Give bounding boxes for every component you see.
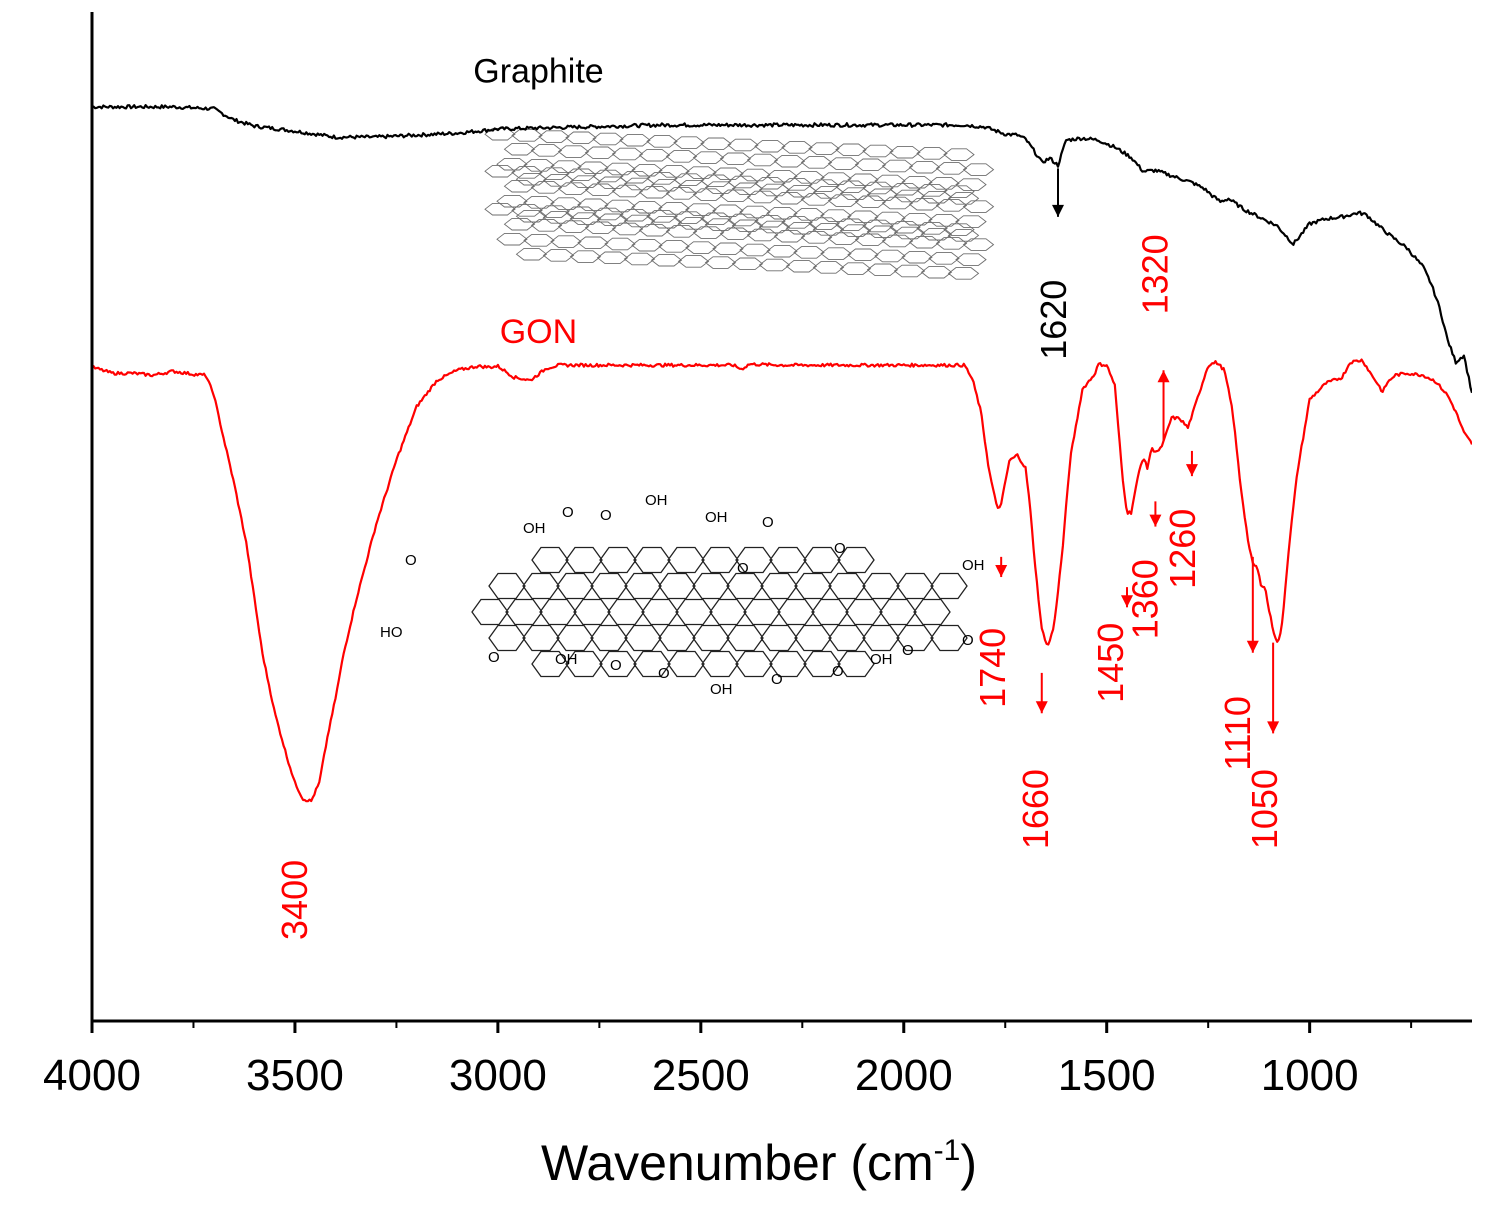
gon-group-label-14: OH: [710, 681, 733, 698]
peak-label-1620: 1620: [1033, 280, 1074, 360]
peak-arrow-head-1660: [1035, 701, 1048, 714]
x-tick-label-1500: 1500: [1058, 1051, 1156, 1100]
x-tick-label-4000: 4000: [43, 1051, 141, 1100]
peak-label-1260: 1260: [1162, 509, 1203, 589]
gon-group-label-3: OH: [645, 492, 668, 509]
gon-group-label-18: O: [902, 642, 914, 659]
gon-group-label-11: OH: [555, 651, 578, 668]
gon-group-label-17: OH: [870, 651, 893, 668]
peak-arrow-head-1360: [1149, 514, 1162, 527]
peak-annotation-1110: 1110: [1217, 556, 1259, 771]
gon-group-label-15: O: [771, 671, 783, 688]
peak-annotation-1660: 1660: [1015, 672, 1056, 849]
gon-group-label-7: OH: [962, 557, 985, 574]
x-tick-label-3500: 3500: [246, 1051, 344, 1100]
gon-group-label-2: O: [600, 507, 612, 524]
peak-label-1450: 1450: [1090, 623, 1131, 703]
x-tick-label-1000: 1000: [1261, 1051, 1359, 1100]
x-axis-title-superscript: -1: [934, 1134, 961, 1167]
graphite-sheet-2: [484, 164, 995, 242]
gon-group-label-19: O: [962, 632, 974, 649]
peak-annotation-1320: 1320: [1135, 234, 1176, 441]
gon-group-label-12: O: [610, 657, 622, 674]
peak-label-1660: 1660: [1015, 769, 1056, 849]
graphite-structure-illustration: [484, 127, 995, 280]
gon-group-label-20: O: [737, 560, 749, 577]
gon-group-label-9: HO: [380, 624, 403, 641]
peak-arrow-head-1450: [1121, 595, 1133, 608]
peak-label-1320: 1320: [1135, 234, 1176, 314]
series-line-gon: [92, 358, 1472, 803]
gon-group-label-0: OH: [523, 520, 546, 537]
series-line-graphite: [92, 104, 1472, 394]
gon-group-label-1: O: [562, 504, 574, 521]
peak-annotation-1740: 1740: [972, 556, 1013, 708]
gon-group-label-8: O: [405, 552, 417, 569]
peak-arrow-head-1050: [1267, 721, 1280, 734]
gon-group-label-4: OH: [705, 509, 728, 526]
peak-label-3400: 3400: [274, 860, 315, 940]
gon-group-label-16: O: [832, 663, 844, 680]
peak-annotation-1260: 1260: [1162, 450, 1203, 589]
peak-annotation-1360: 1360: [1124, 501, 1165, 639]
peak-annotation-1620: 1620: [1033, 168, 1074, 360]
peak-label-1110: 1110: [1217, 696, 1258, 771]
peak-annotation-1450: 1450: [1090, 587, 1133, 703]
peak-arrow-head-1110: [1246, 640, 1259, 653]
peak-label-1050: 1050: [1244, 769, 1285, 849]
series-label-graphite: Graphite: [473, 53, 603, 91]
peak-annotation-3400: 3400: [274, 860, 315, 940]
peak-arrow-head-1320: [1157, 370, 1170, 383]
x-tick-label-2500: 2500: [652, 1051, 750, 1100]
graphite-sheet-3: [484, 202, 995, 280]
x-axis-title: Wavenumber (cm-1): [541, 1134, 977, 1191]
peak-label-1740: 1740: [972, 628, 1013, 708]
gon-group-label-6: O: [834, 540, 846, 557]
x-tick-label-3000: 3000: [449, 1051, 547, 1100]
gon-group-label-5: O: [762, 514, 774, 531]
peak-arrow-head-1740: [995, 565, 1008, 578]
gon-group-label-10: O: [488, 649, 500, 666]
gon-sheet-rings: [471, 546, 968, 678]
peak-arrow-head-1620: [1052, 204, 1064, 217]
peak-annotation-1050: 1050: [1244, 642, 1285, 849]
graphite-sheet-1: [484, 127, 995, 205]
series-label-gon: GON: [500, 313, 577, 351]
gon-group-label-13: O: [658, 665, 670, 682]
x-tick-label-2000: 2000: [855, 1051, 953, 1100]
peak-arrow-head-1260: [1185, 464, 1198, 477]
peak-label-1360: 1360: [1124, 559, 1165, 639]
